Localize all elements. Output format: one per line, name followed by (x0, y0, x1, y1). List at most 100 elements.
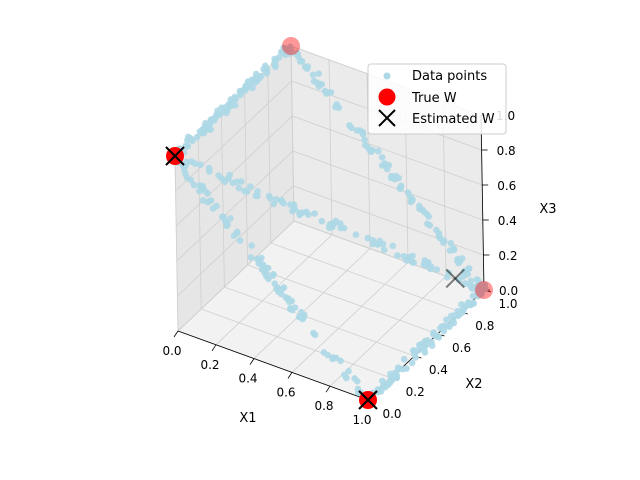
z-tick-label: 0.6 (497, 179, 516, 193)
data-point (409, 196, 416, 203)
z-axis-line (480, 114, 485, 291)
data-point (285, 295, 292, 302)
x-tick-label: 0.6 (276, 385, 295, 399)
data-point (305, 211, 312, 218)
data-point (236, 237, 244, 244)
legend: Data points True W Estimated W (367, 63, 507, 135)
data-point (461, 280, 469, 287)
true-w-marker (475, 281, 493, 299)
data-point (324, 351, 332, 359)
data-point (411, 350, 418, 358)
data-point (379, 377, 386, 385)
data-point (473, 276, 481, 283)
data-point (206, 126, 213, 133)
data-point (243, 188, 251, 195)
data-point (379, 240, 387, 248)
x-axis-label: X1 (239, 411, 256, 426)
x-tick-label: 0.4 (238, 372, 257, 386)
data-point (446, 323, 453, 331)
data-point (421, 257, 429, 264)
data-point (395, 174, 403, 182)
z-tick-label: 0.0 (499, 284, 518, 298)
data-point (461, 267, 468, 275)
data-point (199, 182, 206, 190)
data-point (297, 308, 305, 316)
data-point (219, 213, 226, 220)
data-point (274, 285, 282, 292)
legend-marker-data-points (383, 72, 391, 80)
data-point (368, 148, 375, 155)
data-point (403, 257, 410, 264)
estimated-w-marker (165, 146, 185, 166)
data-point (352, 231, 360, 238)
legend-marker-true-w (378, 88, 396, 106)
data-point (361, 141, 369, 149)
x-tick-mark (325, 385, 331, 393)
data-point (325, 224, 333, 231)
data-point (289, 207, 296, 215)
data-point (224, 220, 231, 228)
data-point (455, 259, 462, 267)
data-point (465, 265, 473, 272)
data-point (295, 53, 302, 61)
data-point (190, 181, 198, 189)
data-point (193, 133, 201, 141)
data-point (260, 65, 267, 73)
data-point (299, 209, 306, 216)
grid-line-y (290, 45, 485, 291)
data-point (216, 111, 224, 118)
data-point (433, 226, 440, 234)
data-point (249, 84, 256, 92)
data-point (311, 210, 318, 217)
data-point (456, 310, 464, 318)
data-point (389, 242, 397, 250)
data-point (383, 165, 391, 173)
data-point (396, 185, 404, 192)
data-point (258, 266, 266, 273)
data-point (318, 81, 326, 88)
data-point (387, 174, 395, 182)
data-point (197, 161, 204, 168)
data-point (238, 178, 245, 185)
data-point (227, 215, 234, 222)
data-point (351, 375, 358, 382)
data-point (223, 109, 230, 117)
grid-line-y (221, 111, 415, 357)
data-point (278, 197, 286, 204)
x-tick-label: 0.0 (162, 344, 181, 358)
data-point (434, 332, 442, 340)
data-point (280, 284, 288, 291)
data-point (325, 89, 333, 96)
data-point (403, 365, 410, 372)
data-point (353, 127, 361, 134)
y-tick-label: 0.4 (429, 363, 448, 377)
data-point (232, 102, 239, 109)
data-point (191, 160, 199, 167)
data-point (467, 282, 474, 290)
z-tick-label: 0.4 (498, 214, 517, 228)
data-point (479, 285, 487, 293)
true-w-marker (282, 37, 300, 55)
estimated-w-series (165, 146, 465, 410)
data-point (337, 224, 344, 232)
data-point (410, 259, 417, 267)
data-point (227, 98, 234, 106)
data-point (419, 343, 427, 350)
data-point (291, 304, 299, 311)
data-point (462, 302, 470, 309)
x-tick-label: 0.2 (200, 358, 219, 372)
data-point (394, 252, 401, 259)
data-point (287, 50, 294, 57)
data-point (408, 359, 416, 367)
data-point (244, 78, 252, 85)
data-point (337, 357, 344, 365)
x-tick-mark (287, 372, 293, 379)
y-tick-label: 0.0 (382, 407, 401, 421)
z-tick-label: 0.8 (497, 144, 516, 158)
data-point (381, 160, 389, 167)
data-point (272, 196, 280, 203)
x-tick-mark (211, 344, 217, 352)
data-point (233, 229, 241, 237)
data-point (282, 51, 289, 59)
